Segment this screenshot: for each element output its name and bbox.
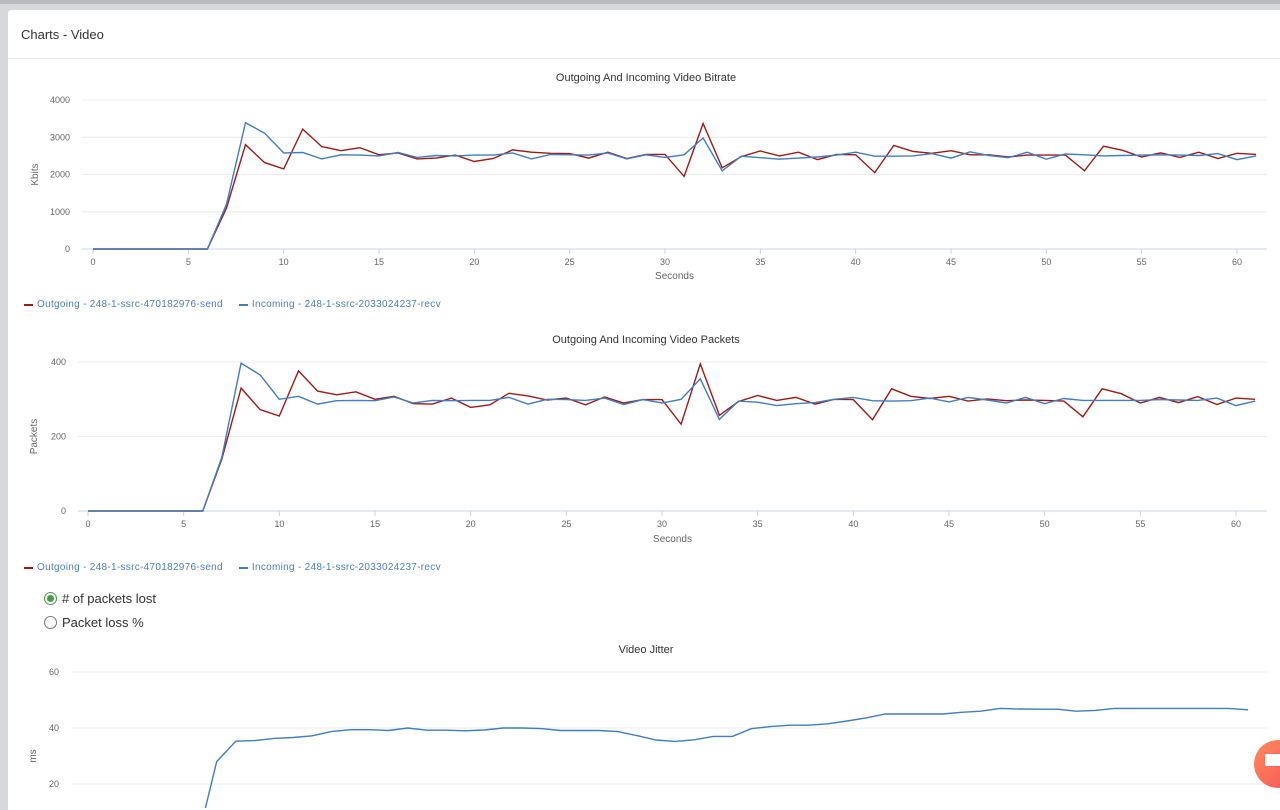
legend-incoming[interactable]: Incoming - 248-1-ssrc-2033024237-recv xyxy=(238,562,441,573)
x-tick-label: 60 xyxy=(1231,519,1241,529)
x-tick-label: 10 xyxy=(274,519,284,529)
x-tick-label: 30 xyxy=(657,519,667,529)
packet-loss-mode-radios: # of packets lost Packet loss % xyxy=(44,586,156,634)
x-tick-label: 20 xyxy=(466,519,476,529)
x-tick-label: 50 xyxy=(1041,257,1051,267)
card-header: Charts - Video xyxy=(8,10,1280,59)
x-tick-label: 45 xyxy=(944,519,954,529)
radio-label: Packet loss % xyxy=(62,614,144,630)
legend-label: Incoming - 248-1-ssrc-2033024237-recv xyxy=(251,562,441,573)
radio-circle-selected[interactable] xyxy=(44,591,57,605)
bitrate-legend: Outgoing - 248-1-ssrc-470182976-send Inc… xyxy=(24,299,441,310)
x-tick-label: 35 xyxy=(753,519,763,529)
y-tick-label: 400 xyxy=(51,357,66,367)
y-axis-label: ms xyxy=(28,749,39,762)
legend-label: Outgoing - 248-1-ssrc-470182976-send xyxy=(37,299,223,310)
bitrate-chart: Outgoing And Incoming Video Bitrate 0 1000… xyxy=(30,72,1267,282)
legend-incoming[interactable]: Incoming - 248-1-ssrc-2033024237-recv xyxy=(238,299,441,310)
incoming-swatch xyxy=(238,303,248,306)
jitter-chart: Video Jitter 20 40 60 ms xyxy=(28,644,1267,808)
x-tick-label: 35 xyxy=(755,257,765,267)
x-tick-label: 25 xyxy=(565,257,575,267)
charts-card: Charts - Video xyxy=(8,10,1280,810)
y-tick-label: 200 xyxy=(51,432,66,442)
x-tick-label: 10 xyxy=(279,257,289,267)
x-tick-label: 5 xyxy=(186,257,191,267)
y-tick-label: 60 xyxy=(49,667,59,677)
y-axis-label: Kbits xyxy=(30,163,41,185)
page-title: Charts - Video xyxy=(21,26,104,42)
chat-bubble-icon xyxy=(1265,754,1280,766)
x-axis-label: Seconds xyxy=(655,271,694,282)
radio-packets-lost[interactable]: # of packets lost xyxy=(44,586,156,610)
x-tick-label: 45 xyxy=(946,257,956,267)
x-tick-label: 20 xyxy=(469,257,479,267)
x-axis-label: Seconds xyxy=(653,534,692,545)
series-line-incoming xyxy=(93,121,1257,250)
legend-outgoing[interactable]: Outgoing - 248-1-ssrc-470182976-send xyxy=(24,562,223,573)
legend-outgoing[interactable]: Outgoing - 248-1-ssrc-470182976-send xyxy=(24,299,223,310)
x-tick-label: 0 xyxy=(85,519,90,529)
x-tick-label: 25 xyxy=(561,519,571,529)
x-tick-label: 30 xyxy=(660,257,670,267)
outgoing-swatch xyxy=(24,566,33,569)
y-axis-label: Packets xyxy=(29,419,40,455)
incoming-swatch xyxy=(238,566,248,569)
chart-title: Outgoing And Incoming Video Bitrate xyxy=(556,72,736,84)
series-line-outgoing xyxy=(93,121,1257,250)
x-tick-label: 40 xyxy=(848,519,858,529)
x-tick-label: 55 xyxy=(1137,257,1147,267)
legend-label: Outgoing - 248-1-ssrc-470182976-send xyxy=(37,562,223,573)
y-tick-label: 1000 xyxy=(50,207,70,217)
series-line-outgoing xyxy=(204,707,1249,808)
chart-title: Outgoing And Incoming Video Packets xyxy=(552,334,740,346)
y-tick-label: 0 xyxy=(65,244,70,254)
series-line-outgoing xyxy=(88,361,1256,512)
browser-top-edge xyxy=(0,0,1280,4)
x-tick-label: 40 xyxy=(851,257,861,267)
outgoing-swatch xyxy=(24,303,33,306)
x-tick-label: 60 xyxy=(1232,257,1242,267)
legend-label: Incoming - 248-1-ssrc-2033024237-recv xyxy=(251,299,441,310)
x-tick-label: 15 xyxy=(370,519,380,529)
y-tick-label: 3000 xyxy=(50,132,70,142)
radio-label: # of packets lost xyxy=(62,590,156,606)
x-tick-label: 15 xyxy=(374,257,384,267)
x-tick-label: 5 xyxy=(181,519,186,529)
y-tick-label: 2000 xyxy=(50,170,70,180)
y-tick-label: 20 xyxy=(49,779,59,789)
y-tick-label: 40 xyxy=(49,723,59,733)
packets-legend: Outgoing - 248-1-ssrc-470182976-send Inc… xyxy=(24,562,441,573)
radio-circle[interactable] xyxy=(44,615,57,629)
x-tick-label: 0 xyxy=(90,257,95,267)
y-tick-label: 0 xyxy=(61,506,66,516)
y-tick-label: 4000 xyxy=(50,95,70,105)
x-tick-label: 50 xyxy=(1040,519,1050,529)
radio-packet-loss-percent[interactable]: Packet loss % xyxy=(44,610,156,634)
x-tick-label: 55 xyxy=(1135,519,1145,529)
packets-chart: Outgoing And Incoming Video Packets02004… xyxy=(29,334,1267,545)
series-line-incoming xyxy=(88,361,1256,512)
chart-title: Video Jitter xyxy=(619,644,674,656)
